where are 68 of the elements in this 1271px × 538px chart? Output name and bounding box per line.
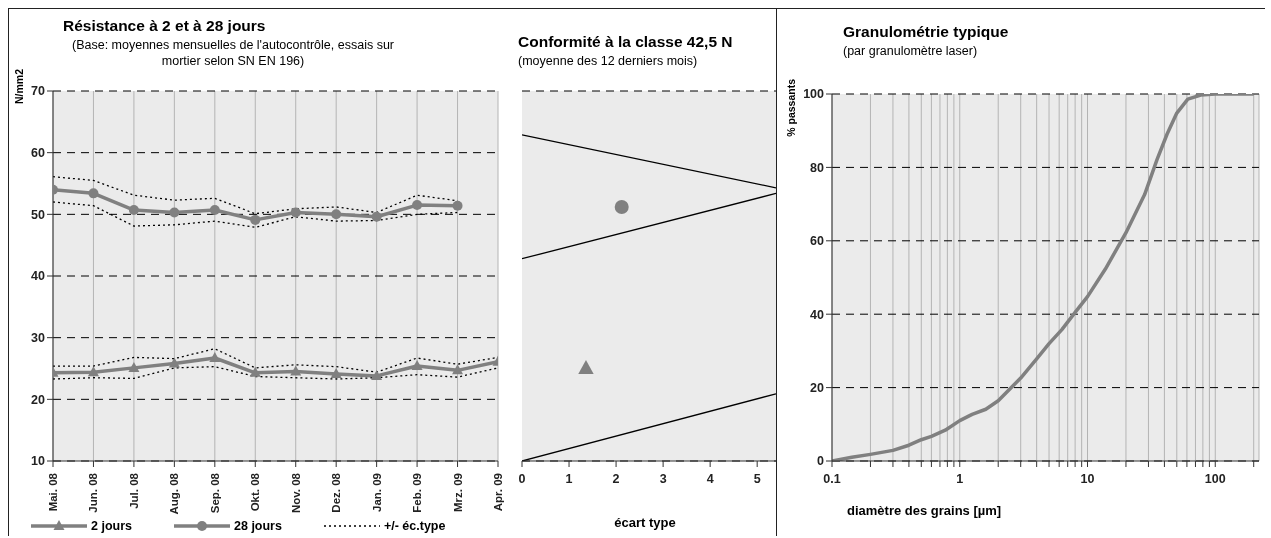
x-tick-label: Feb. 09 <box>411 473 424 513</box>
chart-title: Résistance à 2 et à 28 jours <box>63 17 266 35</box>
x-tick-label: Jun. 08 <box>87 472 100 513</box>
y-tick-label: 10 <box>31 454 46 469</box>
point <box>452 364 464 375</box>
x-tick-label: 10 <box>1080 472 1095 486</box>
point <box>209 352 221 363</box>
x-tick-label: 3 <box>659 472 667 486</box>
x-tick-label: Sep. 08 <box>208 472 221 514</box>
x-tick-label: Aug. 08 <box>168 472 181 515</box>
x-tick-label: 5 <box>753 472 761 486</box>
point <box>412 200 423 211</box>
x-tick-label: 100 <box>1204 472 1226 486</box>
point <box>168 357 180 368</box>
y-axis-title: N/mm2 <box>13 69 25 105</box>
legend-label: +/- éc.type <box>383 519 446 533</box>
point <box>128 205 139 216</box>
x-tick-label: Mrz. 09 <box>451 473 464 512</box>
y-tick-label: 0 <box>817 454 825 469</box>
x-tick-label: 4 <box>706 472 714 486</box>
point <box>209 205 220 216</box>
x-tick-label: Dez. 08 <box>330 472 343 513</box>
y-tick-label: 40 <box>31 269 46 284</box>
x-tick-label: Apr. 09 <box>492 473 504 512</box>
x-tick-label: Mai. 08 <box>47 472 59 512</box>
point <box>290 207 301 218</box>
chart-subtitle: (par granulomètre laser) <box>843 43 979 59</box>
point <box>371 211 382 222</box>
legend-label: 2 jours <box>91 519 132 533</box>
y-tick-label: 50 <box>31 207 46 222</box>
legend-label: 28 jours <box>234 519 282 533</box>
x-tick-label: 1 <box>565 472 573 486</box>
x-axis-title: écart type <box>613 515 677 530</box>
point <box>371 369 383 380</box>
point <box>87 366 99 377</box>
y-tick-label: 20 <box>31 392 46 407</box>
point <box>330 368 342 379</box>
point <box>249 366 261 377</box>
x-tick-label: Okt. 08 <box>249 472 262 512</box>
point <box>250 214 261 225</box>
y-axis-title: % passants <box>785 79 797 137</box>
point <box>331 209 342 220</box>
chart-title: Conformité à la classe 42,5 N <box>518 33 733 51</box>
chart-title: Granulométrie typique <box>843 23 1009 41</box>
x-tick-label: 2 <box>612 472 620 486</box>
y-tick-label: 60 <box>810 234 825 249</box>
x-tick-label: 1 <box>956 472 964 486</box>
point <box>88 188 99 199</box>
point <box>452 200 463 211</box>
x-axis-title: diamètre des grains [µm] <box>847 503 1002 518</box>
y-tick-label: 100 <box>803 87 825 102</box>
x-tick-label: 0.1 <box>823 472 841 486</box>
x-tick-label: Nov. 08 <box>289 472 302 514</box>
y-tick-label: 30 <box>31 331 46 346</box>
point <box>290 365 302 376</box>
point <box>128 361 140 372</box>
x-tick-label: 0 <box>518 472 526 486</box>
chart-subtitle: (moyenne des 12 derniers mois) <box>518 53 699 69</box>
y-tick-label: 80 <box>810 160 825 175</box>
point <box>169 207 180 218</box>
point <box>411 360 423 371</box>
y-tick-label: 40 <box>810 307 825 322</box>
y-tick-label: 20 <box>810 381 825 396</box>
x-tick-label: Jan. 09 <box>370 473 383 512</box>
y-tick-label: 70 <box>31 84 46 99</box>
x-tick-label: Jul. 08 <box>127 472 140 509</box>
y-tick-label: 60 <box>31 146 46 161</box>
chart-subtitle: (Base: moyennes mensuelles de l'autocontrôle, essais sur mortier selon SN EN 196) <box>71 37 395 69</box>
